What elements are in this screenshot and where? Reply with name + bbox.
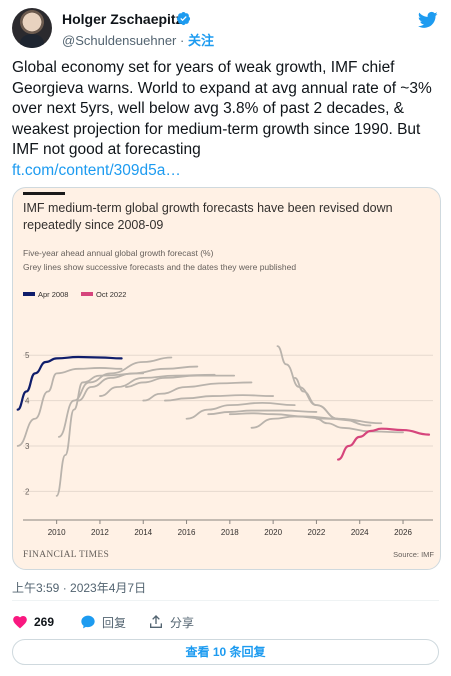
series-grey-1 bbox=[55, 372, 145, 497]
x-tick-2026: 2026 bbox=[394, 528, 412, 537]
action-bar: 269 回复 分享 bbox=[12, 611, 439, 633]
chart-subtitle: Five-year ahead annual global growth for… bbox=[23, 248, 214, 258]
series-grey-9 bbox=[207, 409, 318, 416]
x-axis-ticks: 2010 2012 2014 2016 2018 2020 2022 2024 2026 bbox=[48, 520, 412, 537]
y-tick-4: 4 bbox=[25, 397, 30, 406]
divider bbox=[12, 600, 439, 601]
y-tick-3: 3 bbox=[25, 442, 30, 451]
like-button[interactable]: 269 bbox=[12, 611, 54, 633]
y-tick-2: 2 bbox=[25, 487, 30, 496]
view-replies-button[interactable]: 查看 10 条回复 bbox=[12, 639, 439, 665]
series-grey-10 bbox=[228, 412, 339, 420]
share-label: 分享 bbox=[170, 615, 195, 630]
author-handle[interactable]: @Schuldensuehner bbox=[62, 33, 177, 48]
series-apr-2008 bbox=[16, 355, 123, 411]
reply-button[interactable]: 回复 bbox=[80, 611, 126, 633]
series-grey-13 bbox=[293, 377, 372, 427]
series-grey-14 bbox=[315, 417, 404, 434]
series-grey-3 bbox=[77, 365, 199, 402]
legend-swatch-0 bbox=[23, 292, 35, 296]
author-name[interactable]: Holger Zschaepitz bbox=[62, 11, 183, 27]
ft-growth-chart: IMF medium-term global growth forecasts … bbox=[16, 192, 434, 560]
twitter-bird-icon[interactable] bbox=[417, 10, 439, 30]
like-count: 269 bbox=[34, 615, 55, 629]
chart-series bbox=[16, 345, 431, 497]
article-link[interactable]: ft.com/content/309d5a… bbox=[12, 161, 181, 179]
avatar[interactable] bbox=[12, 8, 52, 48]
series-grey-8 bbox=[185, 401, 296, 420]
separator: · bbox=[180, 33, 185, 48]
legend-label-0: Apr 2008 bbox=[38, 290, 68, 299]
tweet-text: Global economy set for years of weak gro… bbox=[12, 59, 432, 158]
y-axis-ticks: 2 3 4 5 bbox=[25, 351, 30, 496]
source-label: Source: IMF bbox=[393, 550, 434, 559]
verified-badge-icon bbox=[176, 11, 191, 26]
x-tick-2016: 2016 bbox=[178, 528, 196, 537]
x-tick-2022: 2022 bbox=[308, 528, 326, 537]
x-tick-2012: 2012 bbox=[91, 528, 109, 537]
series-grey-5 bbox=[125, 374, 236, 388]
chart-legend: Apr 2008 Oct 2022 bbox=[23, 290, 126, 299]
y-tick-5: 5 bbox=[25, 351, 30, 360]
series-grey-12 bbox=[276, 345, 383, 425]
chart-image-card[interactable]: IMF medium-term global growth forecasts … bbox=[12, 187, 441, 570]
reply-label: 回复 bbox=[102, 615, 127, 630]
title-rule bbox=[23, 192, 65, 195]
x-tick-2024: 2024 bbox=[351, 528, 369, 537]
x-tick-2018: 2018 bbox=[221, 528, 239, 537]
heart-icon bbox=[13, 616, 27, 629]
x-tick-2014: 2014 bbox=[134, 528, 152, 537]
chart-subtitle-2: Grey lines show successive forecasts and… bbox=[23, 262, 296, 272]
share-icon bbox=[150, 615, 162, 628]
reply-icon bbox=[81, 615, 95, 629]
series-grey-6 bbox=[142, 381, 253, 402]
chart-title-line-1: IMF medium-term global growth forecasts … bbox=[23, 201, 393, 215]
tweet-timestamp[interactable]: 上午3:59 · 2023年4月7日 bbox=[12, 581, 147, 595]
tweet-body: Global economy set for years of weak gro… bbox=[12, 58, 442, 181]
series-grey-0 bbox=[16, 367, 123, 447]
handle-row: @Schuldensuehner · 关注 bbox=[62, 30, 214, 49]
chart-grid bbox=[23, 354, 433, 521]
publisher-label: FINANCIAL TIMES bbox=[23, 550, 109, 560]
tweet-header: Holger Zschaepitz @Schuldensuehner · 关注 bbox=[12, 8, 439, 50]
series-grey-7 bbox=[163, 394, 275, 402]
x-tick-2020: 2020 bbox=[264, 528, 282, 537]
series-oct-2022 bbox=[336, 427, 431, 461]
chart-title-line-2: repeatedly since 2008-09 bbox=[23, 218, 163, 232]
share-button[interactable]: 分享 bbox=[148, 611, 194, 633]
x-tick-2010: 2010 bbox=[48, 528, 66, 537]
legend-swatch-1 bbox=[81, 292, 93, 296]
legend-label-1: Oct 2022 bbox=[96, 290, 126, 299]
follow-button[interactable]: 关注 bbox=[187, 33, 214, 48]
series-grey-2 bbox=[57, 356, 173, 438]
